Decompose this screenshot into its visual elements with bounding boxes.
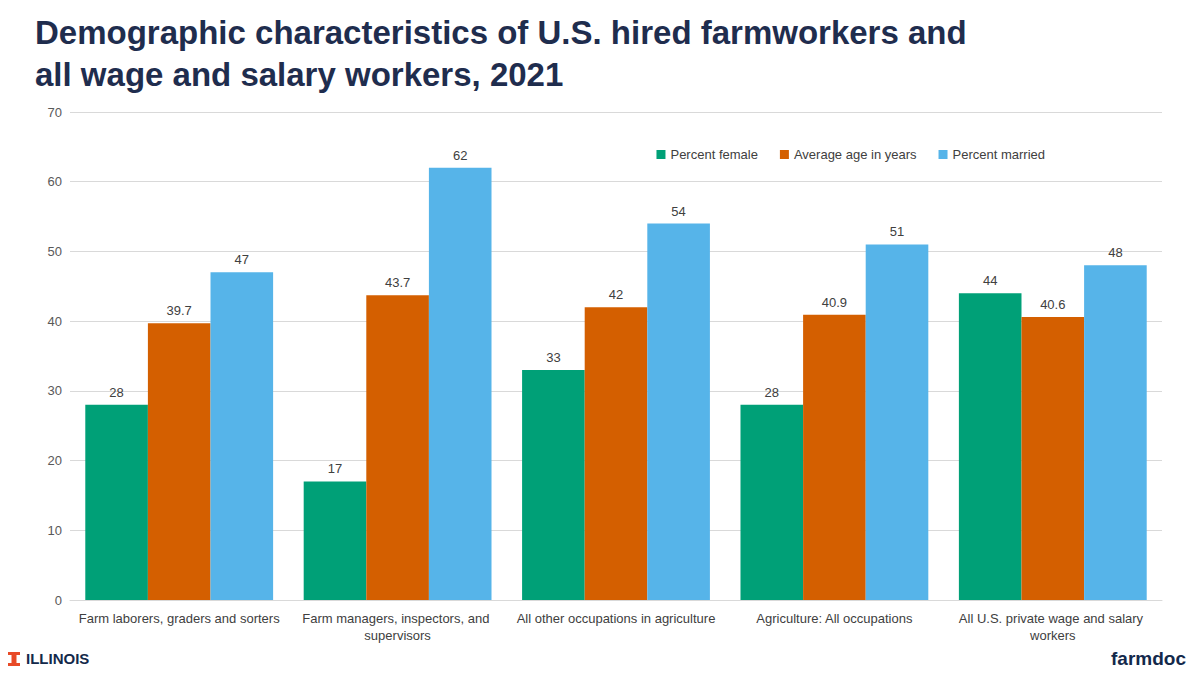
svg-text:33: 33: [546, 350, 560, 365]
svg-text:All other occupations in agric: All other occupations in agriculture: [517, 611, 716, 626]
svg-text:17: 17: [328, 461, 342, 476]
svg-text:51: 51: [890, 224, 904, 239]
svg-text:39.7: 39.7: [167, 303, 192, 318]
svg-text:43.7: 43.7: [385, 275, 410, 290]
svg-text:supervisors: supervisors: [364, 628, 431, 643]
svg-text:70: 70: [48, 105, 62, 120]
svg-text:44: 44: [983, 273, 997, 288]
svg-text:20: 20: [48, 453, 62, 468]
svg-text:62: 62: [453, 148, 467, 163]
svg-text:54: 54: [671, 204, 685, 219]
svg-text:Farm managers, inspectors, and: Farm managers, inspectors, and: [302, 611, 493, 626]
svg-text:48: 48: [1108, 245, 1122, 260]
svg-text:Agriculture: All occupations: Agriculture: All occupations: [756, 611, 913, 626]
svg-text:Average age in years: Average age in years: [794, 147, 917, 162]
svg-text:Farm laborers, graders and sor: Farm laborers, graders and sorters: [79, 611, 280, 626]
svg-text:50: 50: [48, 244, 62, 259]
svg-text:Percent female: Percent female: [670, 147, 757, 162]
svg-text:10: 10: [48, 523, 62, 538]
svg-text:ILLINOIS: ILLINOIS: [26, 650, 89, 667]
svg-text:28: 28: [765, 385, 779, 400]
svg-text:workers: workers: [1029, 628, 1076, 643]
svg-text:47: 47: [235, 252, 249, 267]
svg-text:0: 0: [55, 593, 62, 608]
svg-text:60: 60: [48, 174, 62, 189]
svg-text:42: 42: [609, 287, 623, 302]
svg-text:all wage and salary workers, 2: all wage and salary workers, 2021: [35, 56, 563, 93]
svg-text:farmdoc: farmdoc: [1111, 648, 1186, 669]
svg-text:Percent married: Percent married: [953, 147, 1045, 162]
svg-text:All U.S. private wage and sala: All U.S. private wage and salary: [959, 611, 1147, 626]
svg-text:28: 28: [109, 385, 123, 400]
svg-text:Demographic characteristics of: Demographic characteristics of U.S. hire…: [35, 14, 976, 51]
svg-text:40: 40: [48, 314, 62, 329]
svg-text:40.6: 40.6: [1040, 297, 1065, 312]
svg-text:30: 30: [48, 383, 62, 398]
svg-text:40.9: 40.9: [822, 295, 847, 310]
